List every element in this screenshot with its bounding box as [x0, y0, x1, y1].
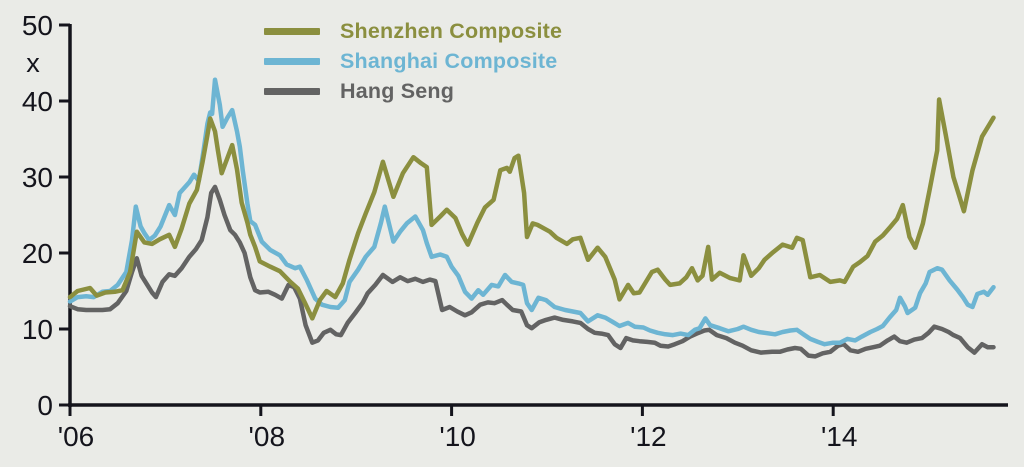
y-tick-label: 50: [22, 10, 53, 41]
y-tick-label: 20: [22, 238, 53, 269]
shenzhen-line-swatch: [264, 27, 320, 35]
legend-item-hangseng: Hang Seng: [264, 76, 562, 106]
axes-group: 0 10 20 30 40 50 x '06 '08 '10 '12 '14: [22, 10, 1008, 452]
x-tick-label: '08: [249, 421, 286, 452]
hangseng-line-swatch: [264, 87, 320, 95]
x-tick-label: '12: [630, 421, 667, 452]
series-line-hang-seng: [67, 184, 996, 359]
shanghai-line-swatch: [264, 57, 320, 65]
legend-label-shanghai: Shanghai Composite: [340, 48, 558, 73]
series-line-shenzhen-composite: [67, 97, 996, 321]
legend-item-shenzhen: Shenzhen Composite: [264, 16, 562, 46]
y-axis-unit-label: x: [26, 48, 40, 78]
series-line-shanghai-composite: [67, 77, 996, 347]
x-tick-label: '06: [58, 421, 95, 452]
legend-label-hangseng: Hang Seng: [340, 78, 455, 103]
x-tick-label: '14: [821, 421, 858, 452]
legend-label-shenzhen: Shenzhen Composite: [340, 18, 563, 43]
legend: Shenzhen Composite Shanghai Composite Ha…: [264, 16, 562, 106]
x-tick-label: '10: [439, 421, 476, 452]
y-tick-label: 40: [22, 86, 53, 117]
y-tick-label: 0: [37, 390, 53, 421]
legend-item-shanghai: Shanghai Composite: [264, 46, 562, 76]
series-group: [67, 77, 996, 359]
y-tick-label: 30: [22, 162, 53, 193]
y-tick-label: 10: [22, 314, 53, 345]
